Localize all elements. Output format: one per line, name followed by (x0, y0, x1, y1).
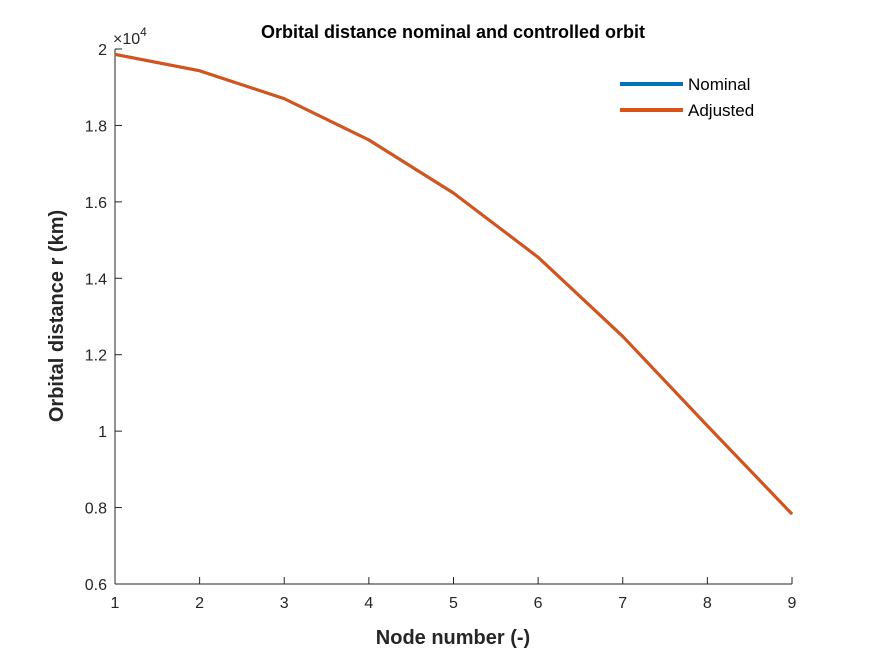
x-tick-label: 9 (788, 595, 797, 612)
axes: 1 2 3 4 5 6 7 8 9 0.6 0.8 1 1.2 1.4 1.6 1.8 2 (85, 42, 797, 612)
y-tick-label: 0.8 (85, 501, 107, 518)
x-tick-label: 8 (703, 595, 712, 612)
x-tick-label: 2 (195, 595, 204, 612)
x-tick-label: 7 (618, 595, 627, 612)
chart-title: Orbital distance nominal and controlled … (261, 22, 645, 42)
x-tick-label: 1 (111, 595, 120, 612)
y-tick-label: 1.4 (85, 271, 107, 288)
y-tick-label: 1.6 (85, 195, 107, 212)
y-tick-label: 0.6 (85, 577, 107, 594)
y-axis-exponent-label: ×104 (113, 25, 147, 48)
y-tick-label: 1.8 (85, 118, 107, 135)
y-exponent-power: 4 (140, 25, 147, 39)
x-axis-title: Node number (-) (376, 627, 530, 649)
series-lines (114, 52, 794, 516)
y-axis-title: Orbital distance r (km) (46, 210, 68, 422)
legend-label: Nominal (688, 75, 750, 94)
series-line-adjusted (114, 52, 794, 516)
x-tick-label: 3 (280, 595, 289, 612)
y-tick-label: 1 (98, 424, 107, 441)
legend: Nominal Adjusted (620, 75, 754, 120)
x-tick-label: 6 (534, 595, 543, 612)
y-tick-label: 2 (98, 42, 107, 59)
y-tick-label: 1.2 (85, 348, 107, 365)
y-exponent-base: ×10 (113, 31, 140, 48)
plot-area (115, 49, 792, 584)
legend-label: Adjusted (688, 101, 754, 120)
x-tick-label: 4 (364, 595, 373, 612)
x-tick-label: 5 (449, 595, 458, 612)
